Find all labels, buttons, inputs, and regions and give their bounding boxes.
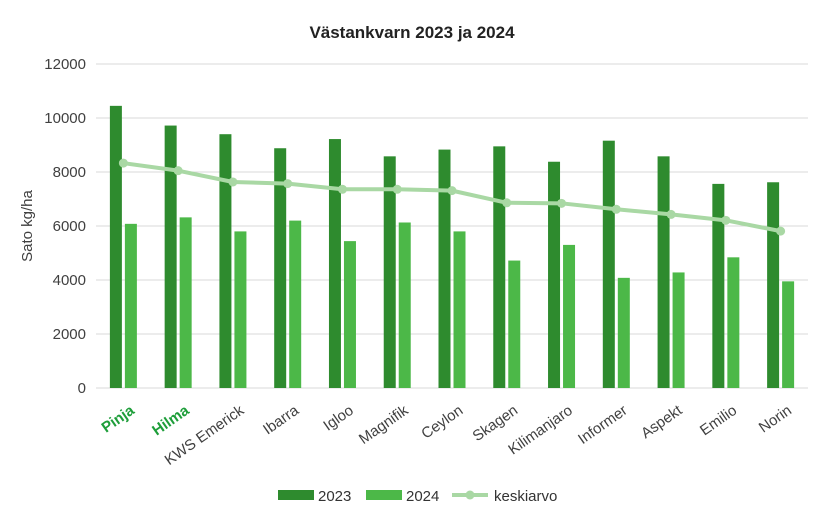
chart-title: Västankvarn 2023 ja 2024 xyxy=(309,23,515,42)
average-line xyxy=(118,158,786,236)
x-tick-label: Aspekt xyxy=(638,401,686,442)
legend-marker xyxy=(465,490,475,500)
point-keskiarvo-informer xyxy=(611,204,621,214)
legend-item-2024: 2024 xyxy=(366,488,439,505)
bar-2024-igloo xyxy=(343,241,356,388)
x-tick-label: Ibarra xyxy=(260,401,302,438)
bar-2024-magnifik xyxy=(398,222,411,388)
point-keskiarvo-magnifik xyxy=(392,184,402,194)
legend-item-2023: 2023 xyxy=(278,488,351,505)
bar-2023-norin xyxy=(767,182,780,388)
legend-swatch xyxy=(366,490,402,500)
bar-2024-skagen xyxy=(508,260,521,388)
legend-label: 2024 xyxy=(406,488,439,505)
point-keskiarvo-ceylon xyxy=(447,186,457,196)
bar-2024-norin xyxy=(782,281,795,388)
y-tick-label: 8000 xyxy=(53,164,86,181)
x-tick-label: Pinja xyxy=(99,402,139,437)
legend: 2023 2024 keskiarvo xyxy=(278,488,557,505)
x-tick-label: Norin xyxy=(756,402,795,436)
gridlines xyxy=(96,63,808,389)
legend-swatch xyxy=(278,490,314,500)
y-tick-label: 4000 xyxy=(53,272,86,289)
bar-2023-ceylon xyxy=(438,149,451,388)
bar-2024-aspekt xyxy=(672,272,685,388)
bar-2023-igloo xyxy=(328,139,341,388)
legend-label: keskiarvo xyxy=(494,488,557,505)
x-tick-label: Ceylon xyxy=(418,402,466,443)
bar-2023-kilimanjaro xyxy=(548,161,561,388)
point-keskiarvo-kws-emerick xyxy=(228,177,238,187)
y-tick-label: 2000 xyxy=(53,326,86,343)
x-tick-label: Informer xyxy=(575,402,631,448)
x-tick-label: Hilma xyxy=(149,402,193,440)
y-tick-labels: 0 2000 4000 6000 8000 10000 12000 xyxy=(44,56,86,397)
bar-2024-informer xyxy=(617,277,630,388)
bar-2024-ibarra xyxy=(289,220,302,388)
point-keskiarvo-kilimanjaro xyxy=(557,198,567,208)
point-keskiarvo-hilma xyxy=(173,166,183,176)
bar-2023-emilio xyxy=(712,183,725,388)
bar-2023-magnifik xyxy=(383,156,396,388)
x-tick-label: Magnifik xyxy=(356,402,412,448)
bar-2023-kws-emerick xyxy=(219,134,232,388)
x-tick-label: Emilio xyxy=(697,402,740,439)
legend-label: 2023 xyxy=(318,488,351,505)
y-tick-label: 10000 xyxy=(44,110,86,127)
bar-2023-informer xyxy=(602,140,615,388)
point-keskiarvo-pinja xyxy=(118,158,128,168)
bar-2024-kilimanjaro xyxy=(563,244,576,388)
point-keskiarvo-ibarra xyxy=(283,179,293,189)
x-tick-label: Igloo xyxy=(320,402,356,435)
y-axis-label: Sato kg/ha xyxy=(19,189,36,261)
bar-2024-emilio xyxy=(727,257,740,388)
bars xyxy=(109,105,795,388)
point-keskiarvo-emilio xyxy=(721,215,731,225)
bar-2023-aspekt xyxy=(657,156,670,388)
y-tick-label: 0 xyxy=(78,380,86,397)
bar-2023-pinja xyxy=(109,105,122,388)
point-keskiarvo-igloo xyxy=(337,184,347,194)
bar-2023-skagen xyxy=(493,146,506,388)
point-keskiarvo-skagen xyxy=(502,198,512,208)
point-keskiarvo-aspekt xyxy=(666,209,676,219)
bar-2024-ceylon xyxy=(453,231,466,388)
bar-2023-hilma xyxy=(164,125,177,388)
y-tick-label: 6000 xyxy=(53,218,86,235)
bar-2024-kws-emerick xyxy=(234,231,247,388)
y-tick-label: 12000 xyxy=(44,56,86,73)
bar-2023-ibarra xyxy=(274,148,287,388)
bar-2024-hilma xyxy=(179,217,192,388)
bar-2024-pinja xyxy=(124,223,137,388)
point-keskiarvo-norin xyxy=(776,226,786,236)
legend-item-keskiarvo: keskiarvo xyxy=(452,488,557,505)
